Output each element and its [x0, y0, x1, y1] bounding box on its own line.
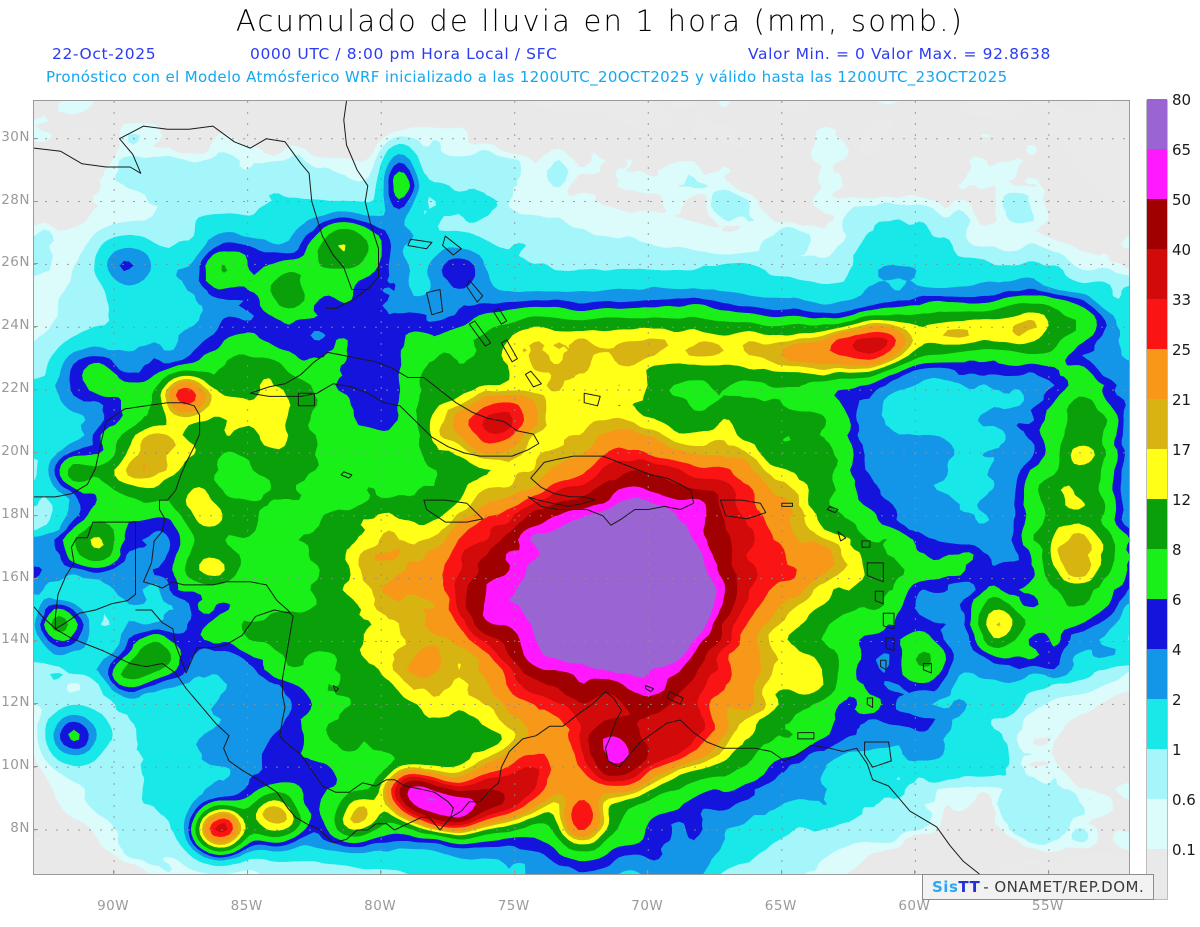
colorbar-segment	[1147, 399, 1167, 449]
source-watermark: Sis TT - ONAMET/REP.DOM.	[922, 874, 1154, 900]
colorbar-tick-label: 1	[1172, 741, 1182, 759]
colorbar-segment	[1147, 599, 1167, 649]
y-axis-tick-mark	[33, 640, 38, 641]
logo-org-text: - ONAMET/REP.DOM.	[983, 878, 1144, 896]
colorbar-tick-label: 50	[1172, 191, 1191, 209]
colorbar-tick-label: 6	[1172, 591, 1182, 609]
colorbar-tick-label: 80	[1172, 91, 1191, 109]
x-axis-tick-label: 80W	[355, 898, 405, 914]
x-axis-tick-label: 70W	[622, 898, 672, 914]
colorbar-segment	[1147, 549, 1167, 599]
subtitle-minmax: Valor Min. = 0 Valor Max. = 92.8638	[748, 45, 1051, 63]
colorbar-segment	[1147, 199, 1167, 249]
x-axis-tick-label: 75W	[489, 898, 539, 914]
colorbar-tick-label: 40	[1172, 241, 1191, 259]
x-axis-tick-mark	[647, 870, 648, 875]
colorbar-tick-label: 21	[1172, 391, 1191, 409]
y-axis-tick-label: 24N	[0, 317, 30, 333]
y-axis-tick-label: 16N	[0, 569, 30, 585]
x-axis-tick-mark	[781, 870, 782, 875]
y-axis-tick-mark	[33, 201, 38, 202]
y-axis-tick-mark	[33, 389, 38, 390]
x-axis-tick-label: 60W	[889, 898, 939, 914]
y-axis-tick-mark	[33, 326, 38, 327]
colorbar-tick-label: 65	[1172, 141, 1191, 159]
x-axis-tick-mark	[514, 870, 515, 875]
colorbar-segment	[1147, 349, 1167, 399]
y-axis-tick-mark	[33, 703, 38, 704]
x-axis-tick-label: 85W	[222, 898, 272, 914]
colorbar-tick-label: 25	[1172, 341, 1191, 359]
y-axis-tick-label: 14N	[0, 631, 30, 647]
y-axis-tick-mark	[33, 515, 38, 516]
x-axis-tick-mark	[380, 870, 381, 875]
y-axis-tick-label: 28N	[0, 192, 30, 208]
rainfall-contour-field	[34, 101, 1129, 874]
colorbar-segment	[1147, 249, 1167, 299]
subtitle-date: 22-Oct-2025	[52, 45, 156, 63]
x-axis-tick-mark	[247, 870, 248, 875]
y-axis-tick-label: 30N	[0, 129, 30, 145]
y-axis-tick-label: 10N	[0, 757, 30, 773]
y-axis-tick-label: 12N	[0, 694, 30, 710]
y-axis-tick-label: 18N	[0, 506, 30, 522]
colorbar-segment	[1147, 649, 1167, 699]
x-axis-tick-label: 55W	[1023, 898, 1073, 914]
colorbar-tick-label: 0.1	[1172, 841, 1196, 859]
rainfall-map-plot	[33, 100, 1130, 875]
x-axis-tick-mark	[113, 870, 114, 875]
colorbar-segment	[1147, 149, 1167, 199]
colorbar-segment	[1147, 299, 1167, 349]
y-axis-tick-mark	[33, 138, 38, 139]
colorbar-tick-label: 4	[1172, 641, 1182, 659]
colorbar-tick-label: 8	[1172, 541, 1182, 559]
colorbar-tick-label: 12	[1172, 491, 1191, 509]
colorbar-tick-label: 17	[1172, 441, 1191, 459]
chart-header: Acumulado de lluvia en 1 hora (mm, somb.…	[0, 0, 1200, 95]
y-axis-tick-label: 26N	[0, 254, 30, 270]
logo-tt-text: TT	[958, 878, 980, 896]
y-axis-tick-mark	[33, 578, 38, 579]
y-axis-tick-label: 20N	[0, 443, 30, 459]
y-axis-tick-label: 22N	[0, 380, 30, 396]
y-axis-tick-mark	[33, 263, 38, 264]
colorbar-segment	[1147, 799, 1167, 849]
subtitle-time: 0000 UTC / 8:00 pm Hora Local / SFC	[250, 45, 558, 63]
y-axis-tick-mark	[33, 829, 38, 830]
colorbar-segment	[1147, 749, 1167, 799]
y-axis-tick-mark	[33, 452, 38, 453]
x-axis-tick-mark	[914, 870, 915, 875]
colorbar-tick-label: 2	[1172, 691, 1182, 709]
colorbar-segment	[1147, 699, 1167, 749]
x-axis-tick-label: 65W	[756, 898, 806, 914]
logo-sis-text: Sis	[932, 878, 958, 896]
colorbar-segment	[1147, 499, 1167, 549]
colorbar-tick-label: 0.6	[1172, 791, 1196, 809]
colorbar	[1146, 100, 1168, 900]
page-title: Acumulado de lluvia en 1 hora (mm, somb.…	[0, 4, 1200, 38]
colorbar-segment	[1147, 99, 1167, 149]
y-axis-tick-mark	[33, 766, 38, 767]
x-axis-tick-label: 90W	[88, 898, 138, 914]
subtitle-model: Pronóstico con el Modelo Atmósferico WRF…	[46, 68, 1007, 86]
colorbar-segment	[1147, 449, 1167, 499]
colorbar-tick-label: 33	[1172, 291, 1191, 309]
y-axis-tick-label: 8N	[0, 820, 30, 836]
